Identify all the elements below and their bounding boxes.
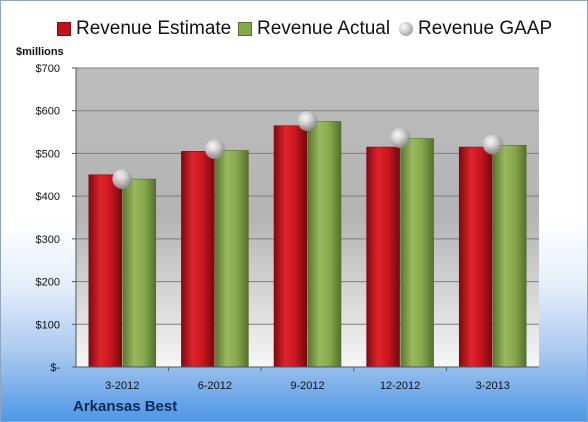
- point-revenue-gaap: [204, 139, 225, 160]
- legend-label-actual: Revenue Actual: [257, 18, 391, 39]
- x-tick-label: 3-2012: [105, 380, 139, 392]
- point-revenue-gaap: [112, 169, 133, 190]
- y-axis-units-label: $millions: [16, 46, 64, 58]
- y-tick-label: $400: [36, 191, 60, 203]
- bar-revenue-estimate: [273, 125, 308, 368]
- x-tick-label: 3-2013: [476, 380, 510, 392]
- point-revenue-gaap: [482, 134, 503, 155]
- bar-revenue-estimate: [458, 146, 493, 368]
- x-tick-label: 9-2012: [290, 380, 324, 392]
- legend-swatch-estimate: [57, 22, 71, 36]
- x-tick-label: 6-2012: [198, 380, 232, 392]
- x-tick-label: 12-2012: [380, 380, 420, 392]
- y-tick-label: $200: [36, 277, 60, 289]
- bar-revenue-actual: [307, 121, 342, 368]
- y-tick-label: $500: [36, 148, 60, 160]
- legend-item-gaap: Revenue GAAP: [399, 18, 552, 40]
- bar-revenue-actual: [400, 138, 434, 368]
- bar-revenue-estimate: [181, 151, 215, 368]
- point-revenue-gaap: [390, 128, 411, 149]
- bar-revenue-estimate: [366, 146, 400, 368]
- y-tick-label: $600: [36, 106, 60, 118]
- legend-item-estimate: Revenue Estimate: [57, 18, 231, 40]
- legend-marker-gaap: [399, 22, 413, 36]
- company-name: Arkansas Best: [73, 398, 178, 415]
- bar-revenue-actual: [122, 178, 157, 368]
- y-tick-label: $-: [50, 362, 60, 374]
- bar-revenue-actual: [215, 150, 249, 368]
- legend-label-estimate: Revenue Estimate: [76, 18, 232, 39]
- bar-revenue-actual: [492, 145, 527, 368]
- bar-revenue-estimate: [88, 174, 123, 368]
- y-tick-label: $300: [36, 234, 60, 246]
- y-tick-label: $700: [36, 63, 60, 75]
- legend-item-actual: Revenue Actual: [238, 18, 390, 40]
- legend-label-gaap: Revenue GAAP: [418, 18, 553, 39]
- legend-swatch-actual: [238, 22, 252, 36]
- y-tick-label: $100: [36, 319, 60, 331]
- chart-legend: Revenue Estimate Revenue Actual Revenue …: [1, 18, 587, 40]
- point-revenue-gaap: [297, 110, 318, 131]
